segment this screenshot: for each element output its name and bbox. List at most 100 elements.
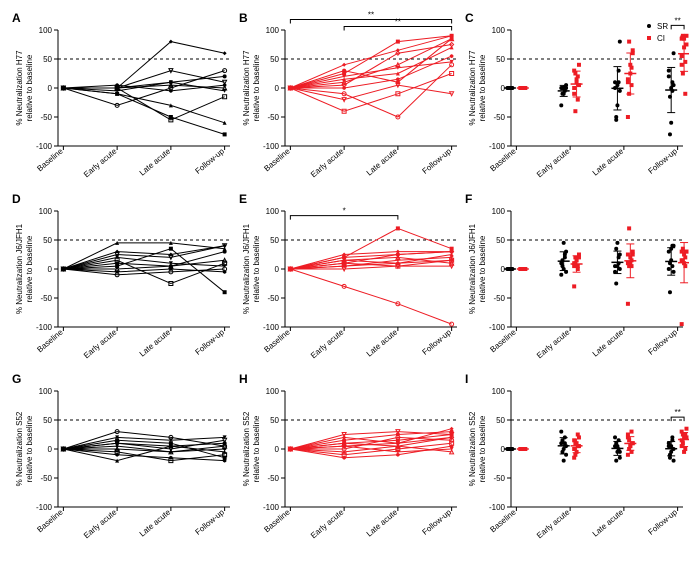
y-tick-label: 0 (274, 265, 279, 274)
panel-G: G-100-50050100BaselineEarly acuteLate ac… (10, 371, 236, 551)
x-tick-label: Late acute (591, 327, 626, 358)
y-tick-label: 100 (265, 26, 279, 35)
y-tick-label: 50 (43, 416, 52, 425)
y-tick-label: -50 (494, 113, 506, 122)
legend-label: SR (657, 22, 668, 31)
panel-wrapper-E: E-100-50050100BaselineEarly acuteLate ac… (237, 191, 464, 372)
y-tick-label: 0 (274, 84, 279, 93)
y-tick-label: 50 (270, 55, 279, 64)
x-tick-label: Late acute (138, 508, 173, 539)
y-tick-label: 0 (48, 84, 53, 93)
panel-letter: F (465, 192, 472, 206)
y-axis-label: relative to baseline (25, 54, 34, 121)
y-tick-label: 0 (48, 265, 53, 274)
legend-label: CI (657, 34, 665, 43)
x-tick-label: Early acute (309, 146, 346, 179)
y-tick-label: 100 (492, 207, 506, 216)
x-tick-label: Late acute (138, 327, 173, 358)
y-tick-label: 100 (492, 26, 506, 35)
x-tick-label: Late acute (364, 146, 399, 177)
y-axis-label: % Neutralization H77 (468, 50, 477, 126)
series-line (290, 269, 451, 324)
y-tick-label: -100 (36, 323, 53, 332)
panel-C: C-100-50050100BaselineEarly acuteLate ac… (463, 10, 689, 190)
panel-letter: H (239, 372, 248, 386)
panel-wrapper-H: H-100-50050100BaselineEarly acuteLate ac… (237, 371, 464, 552)
y-axis-label: relative to baseline (252, 415, 261, 482)
panel-wrapper-D: D-100-50050100BaselineEarly acuteLate ac… (10, 191, 237, 372)
x-tick-label: Early acute (82, 146, 119, 179)
x-tick-label: Follow-up (647, 508, 680, 538)
y-tick-label: -100 (263, 142, 280, 151)
y-tick-label: 100 (492, 387, 506, 396)
x-tick-label: Follow-up (420, 327, 453, 357)
x-tick-label: Early acute (82, 508, 119, 541)
y-tick-label: -50 (40, 113, 52, 122)
y-tick-label: 100 (265, 207, 279, 216)
x-tick-label: Late acute (364, 508, 399, 539)
panel-H: H-100-50050100BaselineEarly acuteLate ac… (237, 371, 463, 551)
panel-B: B-100-50050100BaselineEarly acuteLate ac… (237, 10, 463, 190)
significance-label: ** (675, 408, 681, 417)
significance-label: ** (368, 11, 374, 20)
panel-letter: D (12, 192, 21, 206)
y-tick-label: 50 (496, 236, 505, 245)
x-tick-label: Follow-up (420, 146, 453, 176)
panel-wrapper-G: G-100-50050100BaselineEarly acuteLate ac… (10, 371, 237, 552)
y-tick-label: 100 (39, 26, 53, 35)
x-tick-label: Late acute (591, 508, 626, 539)
x-tick-label: Follow-up (194, 508, 227, 538)
y-axis-label: % Neutralization H77 (242, 50, 251, 126)
y-tick-label: -50 (267, 294, 279, 303)
panel-letter: B (239, 11, 248, 25)
panel-wrapper-B: B-100-50050100BaselineEarly acuteLate ac… (237, 10, 464, 191)
x-tick-label: Early acute (535, 508, 572, 541)
y-tick-label: 100 (265, 387, 279, 396)
y-tick-label: -100 (263, 503, 280, 512)
y-axis-label: relative to baseline (25, 415, 34, 482)
y-tick-label: 50 (496, 55, 505, 64)
panel-letter: I (465, 372, 468, 386)
y-tick-label: -50 (267, 474, 279, 483)
x-tick-label: Follow-up (194, 146, 227, 176)
panel-letter: A (12, 11, 21, 25)
y-tick-label: -50 (267, 113, 279, 122)
y-axis-label: relative to baseline (478, 415, 487, 482)
significance-label: ** (675, 16, 681, 25)
y-axis-label: relative to baseline (478, 235, 487, 302)
panel-A: A-100-50050100BaselineEarly acuteLate ac… (10, 10, 236, 190)
y-tick-label: -100 (36, 503, 53, 512)
y-tick-label: 50 (270, 416, 279, 425)
y-tick-label: -50 (40, 294, 52, 303)
significance-label: * (342, 206, 345, 215)
y-axis-label: % Neutralization J6/JFH1 (468, 223, 477, 314)
panel-wrapper-I: I-100-50050100BaselineEarly acuteLate ac… (463, 371, 690, 552)
y-tick-label: -50 (494, 294, 506, 303)
significance-label: ** (394, 18, 400, 27)
panel-E: E-100-50050100BaselineEarly acuteLate ac… (237, 191, 463, 371)
x-tick-label: Early acute (309, 508, 346, 541)
panel-F: F-100-50050100BaselineEarly acuteLate ac… (463, 191, 689, 371)
series-line (63, 88, 224, 134)
panel-D: D-100-50050100BaselineEarly acuteLate ac… (10, 191, 236, 371)
y-axis-label: % Neutralization J6/JFH1 (242, 223, 251, 314)
panel-wrapper-C: C-100-50050100BaselineEarly acuteLate ac… (463, 10, 690, 191)
y-axis-label: relative to baseline (252, 235, 261, 302)
y-axis-label: relative to baseline (478, 54, 487, 121)
panel-letter: G (12, 372, 21, 386)
series-line (290, 85, 451, 100)
x-tick-label: Late acute (138, 146, 173, 177)
y-tick-label: -50 (494, 474, 506, 483)
y-axis-label: relative to baseline (25, 235, 34, 302)
y-axis-label: % Neutralization S52 (468, 411, 477, 486)
y-tick-label: 0 (48, 445, 53, 454)
y-axis-label: % Neutralization H77 (15, 50, 24, 126)
x-tick-label: Early acute (535, 327, 572, 360)
y-tick-label: -100 (263, 323, 280, 332)
y-tick-label: 50 (496, 416, 505, 425)
y-tick-label: 50 (43, 55, 52, 64)
y-tick-label: -100 (36, 142, 53, 151)
panel-letter: E (239, 192, 247, 206)
y-tick-label: 50 (270, 236, 279, 245)
panel-wrapper-A: A-100-50050100BaselineEarly acuteLate ac… (10, 10, 237, 191)
